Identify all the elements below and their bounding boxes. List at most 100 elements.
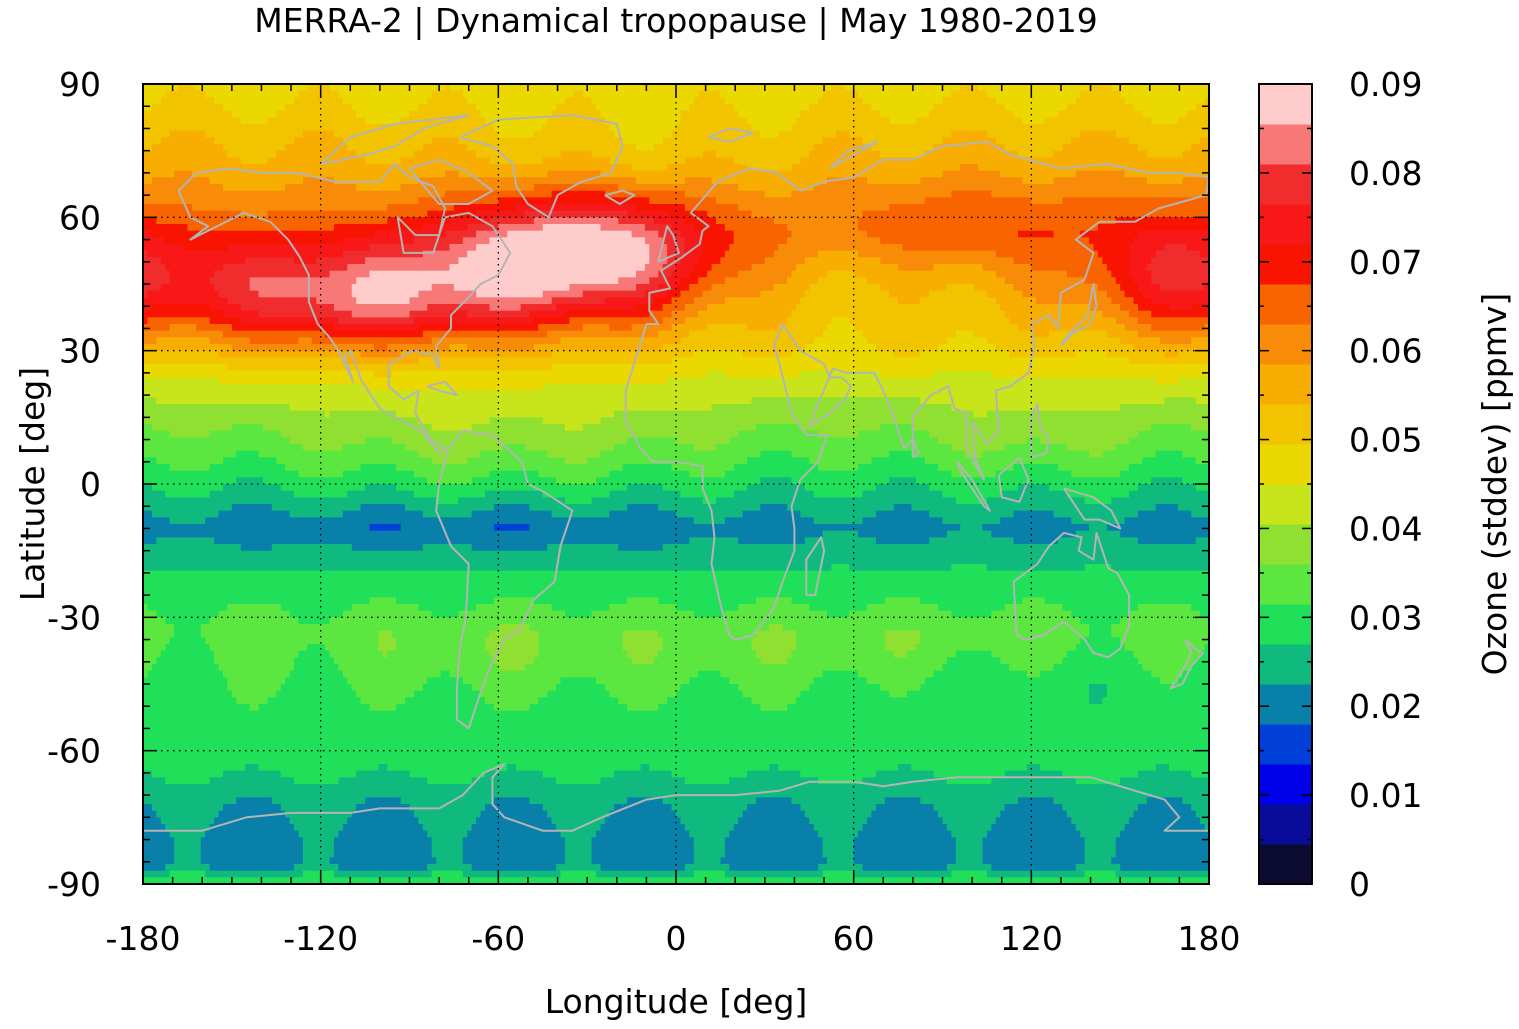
field-cell (485, 804, 544, 812)
field-cell (143, 164, 633, 172)
field-cell (720, 90, 824, 98)
field-cell (1137, 284, 1161, 292)
field-cell (542, 157, 610, 165)
field-cell (671, 324, 708, 332)
field-cell (378, 637, 397, 645)
field-cell (222, 670, 291, 678)
field-cell (1062, 657, 1139, 665)
field-cell (1102, 257, 1130, 265)
field-cell (240, 117, 268, 125)
field-cell (329, 84, 446, 92)
field-cell (942, 137, 997, 145)
field-cell (551, 604, 610, 612)
field-cell (738, 430, 819, 438)
field-cell (880, 237, 1090, 245)
field-cell (707, 210, 753, 218)
field-cell (427, 210, 477, 218)
field-cell (143, 157, 242, 165)
field-cell (396, 597, 495, 605)
field-cell (866, 230, 1019, 238)
field-cell (622, 637, 664, 645)
field-cell (227, 364, 553, 372)
field-cell (1191, 144, 1209, 152)
field-cell (1053, 150, 1148, 158)
field-cell (862, 777, 948, 785)
field-cell (1151, 270, 1209, 278)
field-cell (1200, 650, 1209, 658)
field-cell (547, 170, 602, 178)
field-cell (693, 850, 726, 858)
field-cell (143, 484, 153, 492)
field-cell (1137, 657, 1197, 665)
field-cell (827, 270, 855, 278)
field-cell (351, 544, 424, 552)
field-cell (1111, 630, 1209, 638)
field-cell (538, 650, 628, 658)
field-cell (738, 684, 810, 692)
field-cell (995, 470, 1072, 478)
field-cell (529, 624, 770, 632)
field-cell (991, 190, 1209, 198)
field-cell (787, 504, 895, 512)
field-cell (413, 810, 482, 818)
field-cell (818, 430, 859, 438)
field-cell (933, 104, 1006, 112)
field-cell (1111, 624, 1209, 632)
field-cell (338, 317, 415, 325)
field-cell (600, 170, 944, 178)
field-cell (413, 470, 491, 478)
field-cell (938, 810, 1001, 818)
field-cell (1115, 317, 1139, 325)
field-cell (165, 824, 211, 832)
field-cell (693, 444, 717, 452)
field-cell (240, 304, 335, 312)
field-cell (889, 450, 913, 458)
field-cell (747, 770, 801, 778)
field-cell (143, 630, 175, 638)
field-cell (547, 690, 610, 698)
field-cell (1018, 324, 1126, 332)
field-cell (986, 337, 1121, 345)
field-cell (1133, 344, 1209, 352)
field-cell (604, 817, 682, 825)
field-cell (1204, 644, 1209, 652)
field-cell (143, 477, 237, 485)
field-cell (760, 130, 779, 138)
field-cell (995, 97, 1077, 105)
field-cell (289, 437, 366, 445)
field-cell (280, 430, 739, 438)
field-cell (1120, 90, 1209, 98)
field-cell (1137, 230, 1209, 238)
field-cell (347, 490, 415, 498)
field-cell (982, 844, 1086, 852)
field-cell (409, 804, 486, 812)
y-tick-label: -30 (47, 598, 101, 637)
ozone-field (143, 84, 1209, 884)
field-cell (431, 337, 562, 345)
field-cell (751, 264, 797, 272)
field-cell (369, 597, 397, 605)
field-cell (1106, 350, 1166, 358)
field-cell (875, 484, 930, 492)
field-cell (485, 644, 539, 652)
field-cell (165, 864, 211, 872)
field-cell (1155, 450, 1183, 458)
field-cell (422, 824, 473, 832)
field-cell (1004, 144, 1064, 152)
field-cell (493, 657, 535, 665)
field-cell (169, 324, 197, 332)
field-cell (333, 304, 428, 312)
madagascar-coast (805, 536, 826, 597)
field-cell (542, 804, 615, 812)
field-cell (143, 117, 242, 125)
field-cell (485, 490, 544, 498)
field-cell (191, 170, 446, 178)
field-cell (1129, 137, 1201, 145)
field-cell (1155, 250, 1201, 258)
field-cell (333, 850, 433, 858)
field-cell (684, 157, 735, 165)
field-cell (556, 864, 602, 872)
field-cell (365, 117, 402, 125)
field-cell (342, 824, 424, 832)
field-cell (693, 844, 726, 852)
